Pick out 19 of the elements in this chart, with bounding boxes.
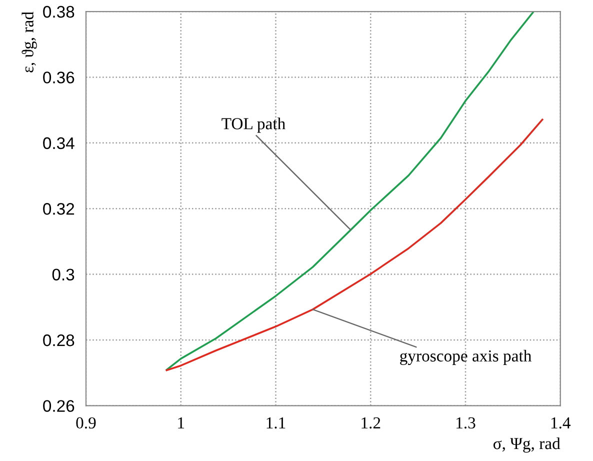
y-tick-label: 0.32: [43, 203, 74, 215]
y-tick-label: 0.38: [43, 6, 74, 18]
x-axis-title: σ, Ψg, rad: [493, 437, 560, 453]
y-tick-label: 0.34: [43, 137, 74, 150]
x-tick-label: 1.4: [551, 417, 571, 429]
y-tick-label: 0.3: [52, 268, 74, 280]
x-tick-label: 1.3: [456, 417, 476, 429]
y-tick-label: 0.26: [43, 400, 74, 412]
line-series: [166, 12, 534, 371]
y-tick-label: 0.36: [43, 72, 74, 84]
x-tick-label: 1.2: [362, 417, 380, 429]
annotation: gyroscope axis path: [400, 350, 532, 365]
y-axis-title: ε, ϑg, rad: [22, 12, 37, 72]
annotation: TOL path: [222, 118, 286, 133]
line-series: [166, 118, 544, 372]
x-tick-label: 0.9: [76, 417, 96, 429]
x-tick-label: 1.1: [266, 417, 286, 429]
y-tick-label: 0.28: [43, 334, 74, 346]
x-tick-label: 1: [178, 417, 184, 428]
